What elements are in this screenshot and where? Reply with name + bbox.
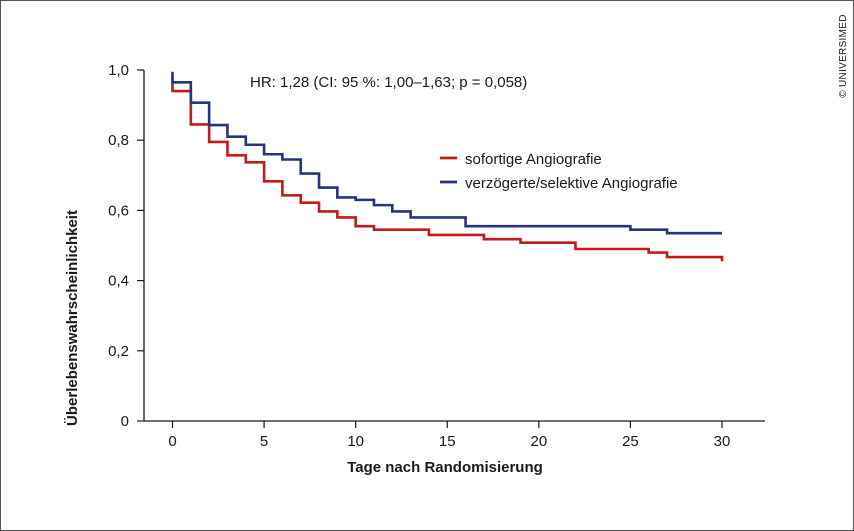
annotation-hr: HR: 1,28 (CI: 95 %: 1,00–1,63; p = 0,058… <box>250 74 527 91</box>
x-axis-title: Tage nach Randomisierung <box>347 459 543 476</box>
y-axis-title: Überlebenswahrscheinlichkeit <box>64 210 81 426</box>
y-ticks: 0 0,2 0,4 0,6 0,8 1,0 <box>108 62 144 430</box>
legend-label: verzögerte/selektive Angiografie <box>465 175 678 192</box>
x-tick-label: 15 <box>439 433 456 450</box>
legend: sofortige Angiografie verzögerte/selektiv… <box>440 151 678 192</box>
legend-label: sofortige Angiografie <box>465 151 602 168</box>
credit-text: © UNIVERSIMED <box>838 14 849 98</box>
y-tick-label: 0,8 <box>108 132 129 149</box>
x-tick-label: 5 <box>260 433 268 450</box>
series-lines <box>171 71 724 262</box>
series-line-sofortige <box>171 77 724 262</box>
x-tick-label: 25 <box>622 433 639 450</box>
x-tick-label: 20 <box>530 433 547 450</box>
y-tick-label: 0,4 <box>108 273 129 290</box>
y-tick-label: 0 <box>121 413 129 430</box>
axes <box>143 70 765 422</box>
y-tick-label: 0,6 <box>108 202 129 219</box>
x-tick-label: 30 <box>714 433 731 450</box>
x-tick-label: 10 <box>347 433 364 450</box>
series-line-verzoegerte <box>171 71 722 235</box>
x-tick-label: 0 <box>168 433 176 450</box>
y-tick-label: 1,0 <box>108 62 129 79</box>
x-ticks: 0 5 10 15 20 25 30 <box>168 421 730 450</box>
y-tick-label: 0,2 <box>108 343 129 360</box>
